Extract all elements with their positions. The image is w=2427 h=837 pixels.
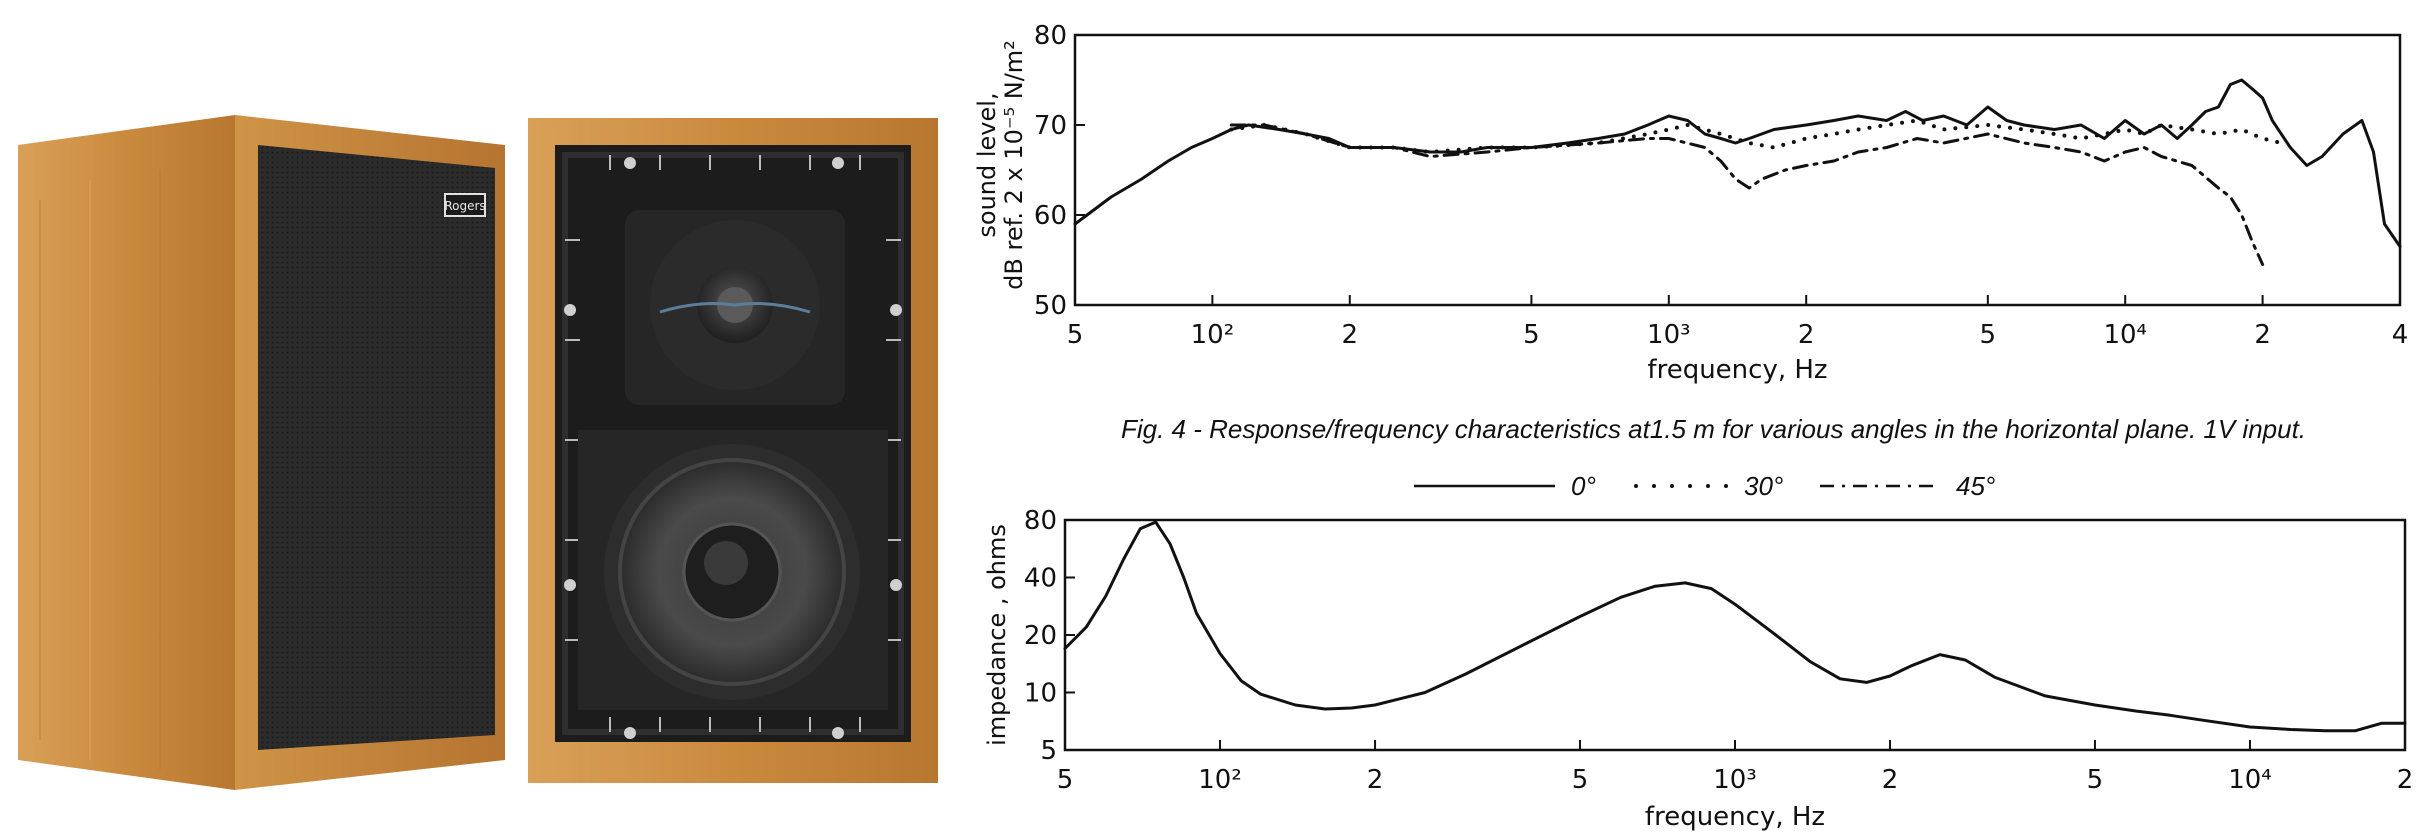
legend-item-45deg: 45°: [1818, 468, 1995, 504]
legend-label-30deg: 30°: [1744, 470, 1784, 501]
x-tick-label-0-2: 2: [1342, 320, 1359, 350]
x-tick-label-1-8: 2: [2397, 765, 2414, 795]
series-line-0-45deg: [1229, 123, 2265, 266]
y-tick-label-0-0: 50: [1034, 291, 1067, 321]
y-tick-label-1-0: 5: [1040, 736, 1057, 766]
x-tick-label-1-2: 2: [1367, 765, 1384, 795]
x-tick-label-1-7: 10⁴: [2228, 765, 2272, 795]
x-tick-label-1-5: 2: [1882, 765, 1899, 795]
x-tick-label-0-3: 5: [1523, 320, 1540, 350]
series-line-0-30deg: [1229, 118, 2284, 154]
series-line-0-0deg: [1073, 78, 2402, 248]
x-tick-label-1-0: 5: [1057, 765, 1074, 795]
x-tick-label-1-1: 10²: [1198, 765, 1242, 795]
legend-label-45deg: 45°: [1956, 470, 1996, 501]
legend-swatch-dotted: [1634, 484, 1730, 488]
speaker-left: Rogers: [18, 115, 505, 790]
y-tick-label-0-1: 60: [1034, 201, 1067, 231]
x-tick-label-0-4: 10³: [1647, 320, 1691, 350]
x-tick-label-0-0: 5: [1067, 320, 1084, 350]
y-axis-label-0-0: sound level,: [973, 92, 1001, 237]
plot-frame-1: [1063, 518, 2407, 752]
y-tick-label-1-1: 10: [1024, 679, 1057, 709]
x-tick-label-0-8: 2: [2254, 320, 2271, 350]
y-tick-label-1-2: 20: [1024, 621, 1057, 651]
x-tick-label-0-9: 4: [2392, 320, 2409, 350]
x-tick-label-1-3: 5: [1572, 765, 1589, 795]
x-tick-label-0-6: 5: [1980, 320, 1997, 350]
figure-caption: Fig. 4 - Response/frequency characterist…: [1120, 414, 2307, 444]
y-tick-label-1-3: 40: [1024, 564, 1057, 594]
x-tick-label-1-4: 10³: [1713, 765, 1757, 795]
speaker-photo: Rogers: [18, 115, 938, 790]
series-line-1-0: [1063, 520, 2407, 733]
x-tick-label-1-6: 5: [2087, 765, 2104, 795]
y-tick-label-0-3: 80: [1034, 21, 1067, 51]
brand-badge-text: Rogers: [444, 199, 485, 213]
speaker-right: [528, 118, 938, 783]
legend-swatch-solid: [1414, 484, 1555, 488]
x-tick-label-0-7: 10⁴: [2103, 320, 2147, 350]
legend-swatch-dashdot: [1820, 484, 1940, 488]
speaker-grille: [258, 145, 495, 750]
chart-legend: 0° 30° 45°: [0, 468, 2427, 504]
y-axis-label-0-1: dB ref. 2 x 10⁻⁵ N/m²: [1000, 40, 1028, 290]
legend-item-30deg: 30°: [1632, 468, 1783, 504]
legend-item-0deg: 0°: [1412, 468, 1596, 504]
brand-badge: [444, 193, 486, 217]
y-axis-label-1-0: impedance , ohms: [983, 524, 1011, 746]
plot-frame-0: [1073, 33, 2402, 307]
x-tick-label-0-5: 2: [1798, 320, 1815, 350]
x-axis-label-1: frequency, Hz: [1645, 802, 1825, 832]
y-tick-label-0-2: 70: [1034, 111, 1067, 141]
y-tick-label-1-4: 80: [1024, 506, 1057, 536]
legend-label-0deg: 0°: [1571, 470, 1596, 501]
x-tick-label-0-1: 10²: [1191, 320, 1235, 350]
x-axis-label-0: frequency, Hz: [1647, 355, 1827, 385]
